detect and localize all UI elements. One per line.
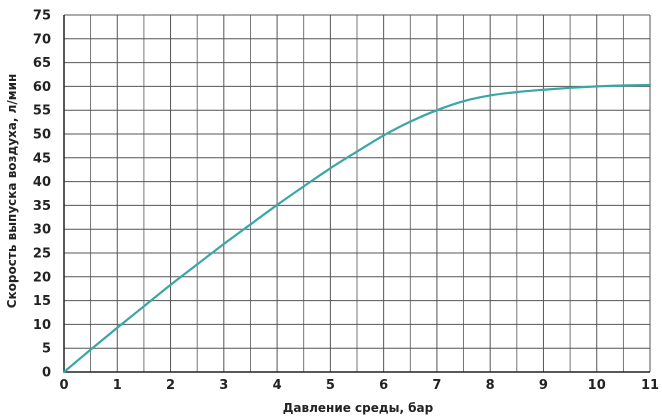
x-tick-label: 7 <box>432 378 441 393</box>
x-tick-label: 11 <box>641 378 659 393</box>
y-tick-label: 10 <box>33 318 51 333</box>
y-tick-label: 65 <box>33 56 51 71</box>
y-tick-label: 60 <box>33 80 51 95</box>
x-tick-label: 1 <box>113 378 122 393</box>
grid <box>63 14 651 373</box>
y-tick-label: 75 <box>33 9 51 24</box>
y-tick-label: 5 <box>42 342 51 357</box>
x-tick-label: 9 <box>539 378 548 393</box>
tick-labels: 0 1 2 3 4 5 6 7 8 9 10 1105101520253035404550556065… <box>33 9 659 394</box>
x-tick-label: 2 <box>166 378 175 393</box>
y-tick-label: 50 <box>33 128 51 143</box>
x-tick-label: 6 <box>379 378 388 393</box>
y-tick-label: 40 <box>33 175 51 190</box>
x-tick-label: 0 <box>59 378 68 393</box>
y-tick-label: 20 <box>33 270 51 285</box>
series-line-0 <box>62 83 652 374</box>
x-tick-label: 5 <box>326 378 335 393</box>
y-tick-label: 30 <box>33 223 51 238</box>
y-tick-label: 15 <box>33 294 51 309</box>
axes <box>63 15 650 373</box>
y-tick-label: 55 <box>33 104 51 119</box>
y-tick-label: 45 <box>33 151 51 166</box>
y-axis-title: Скорость выпуска воздуха, л/мин <box>5 74 19 309</box>
series-layer <box>62 83 652 374</box>
y-tick-label: 70 <box>33 32 51 47</box>
x-tick-label: 3 <box>219 378 228 393</box>
y-tick-label: 25 <box>33 247 51 262</box>
x-tick-label: 8 <box>486 378 495 393</box>
x-axis-title: Давление среды, бар <box>283 401 434 415</box>
x-tick-label: 4 <box>273 378 282 393</box>
y-tick-label: 35 <box>33 199 51 214</box>
x-tick-label: 10 <box>588 378 606 393</box>
y-tick-label: 0 <box>42 366 51 381</box>
